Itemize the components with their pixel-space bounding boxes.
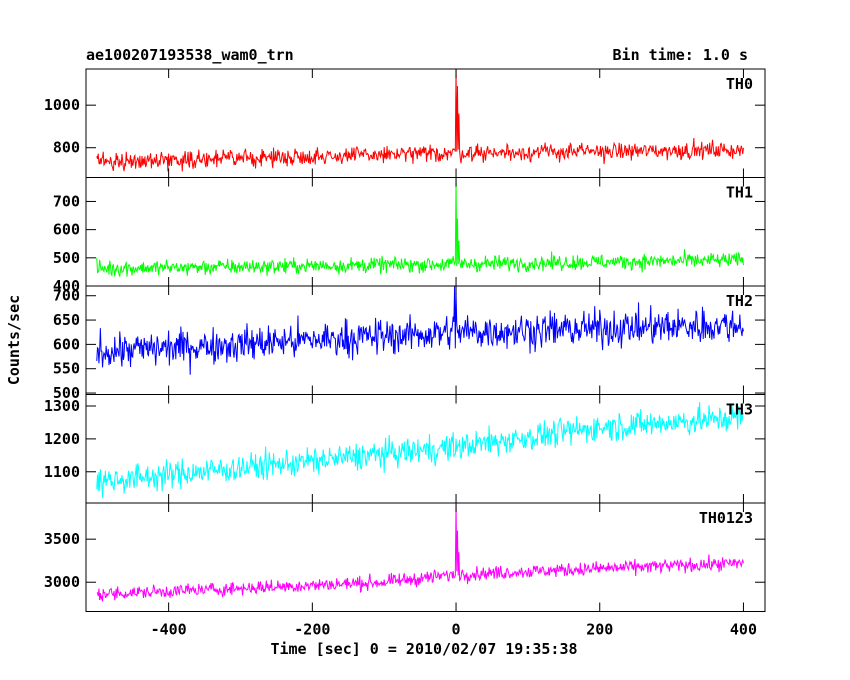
x-tick-label: 400: [730, 621, 757, 639]
y-tick-label-th2: 550: [53, 360, 80, 378]
panel-frame-th0123: [85, 502, 766, 612]
panel-frames: [85, 68, 766, 612]
series-line-th2: [96, 286, 744, 375]
series-line-th1: [96, 177, 744, 278]
series-line-th0: [96, 69, 744, 172]
y-tick-label-th0: 800: [53, 139, 80, 157]
series-line-th3: [96, 402, 744, 498]
panel-label-th1: TH1: [726, 184, 753, 202]
chart-title-right: Bin time: 1.0 s: [613, 46, 748, 64]
curves-layer: [96, 69, 744, 602]
y-tick-label-th1: 400: [53, 277, 80, 295]
y-tick-label-th0: 1000: [44, 96, 80, 114]
panel-labels: TH0 TH1 TH2 TH3 TH0123: [699, 75, 753, 527]
x-tick-label: 200: [586, 621, 613, 639]
panel-label-th0: TH0: [726, 75, 753, 93]
y-tick-label-th1: 500: [53, 249, 80, 267]
x-tick-label: -200: [294, 621, 330, 639]
y-tick-label-th2: 700: [53, 287, 80, 305]
y-tick-label-th2: 500: [53, 384, 80, 402]
y-tick-label-th1: 700: [53, 192, 80, 210]
y-tick-label-th2: 650: [53, 311, 80, 329]
y-tick-label-th0123: 3000: [44, 573, 80, 591]
x-axis-label: Time [sec] 0 = 2010/02/07 19:35:38: [270, 640, 577, 658]
panel-frame-th0: [85, 68, 766, 178]
panel-label-th3: TH3: [726, 401, 753, 419]
panel-label-th2: TH2: [726, 292, 753, 310]
ticks-layer: 800 1000 400 500 600 700 500 550 600 650 700 1100 12…: [44, 69, 765, 639]
y-axis-label: Counts/sec: [5, 295, 23, 385]
y-tick-label-th0123: 3500: [44, 530, 80, 548]
x-tick-label: 0: [452, 621, 461, 639]
y-tick-label-th3: 1300: [44, 397, 80, 415]
y-tick-label-th3: 1200: [44, 430, 80, 448]
panel-label-th0123: TH0123: [699, 509, 753, 527]
panel-frame-th3: [85, 394, 766, 504]
series-line-th0123: [96, 503, 744, 602]
x-tick-label: -400: [151, 621, 187, 639]
y-tick-label-th1: 600: [53, 221, 80, 239]
chart-title-left: ae100207193538_wam0_trn: [86, 46, 294, 64]
y-tick-label-th3: 1100: [44, 463, 80, 481]
y-tick-label-th2: 600: [53, 335, 80, 353]
